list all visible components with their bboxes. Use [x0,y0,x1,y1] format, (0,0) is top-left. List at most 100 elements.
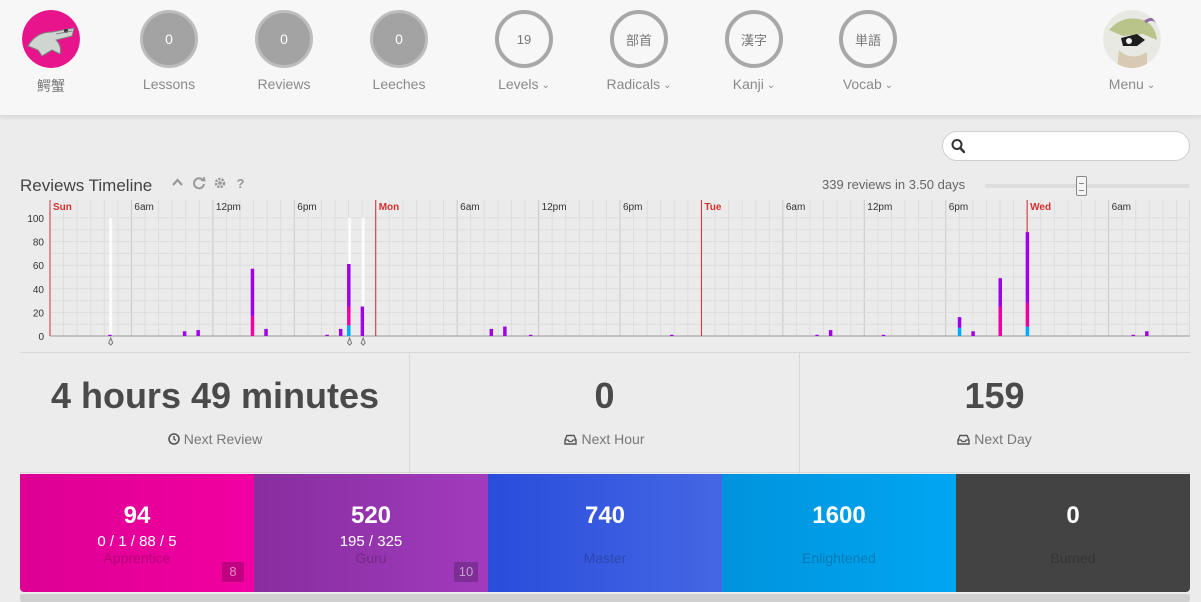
chevron-down-icon: ⌄ [766,80,776,91]
nav-radicals[interactable]: 部首 Radicals ⌄ [589,10,689,92]
levels-dropdown[interactable]: Levels ⌄ [474,76,574,92]
menu-avatar[interactable] [1103,10,1161,68]
review-bar-pink [347,306,351,326]
review-bar-purple [338,328,343,336]
leeches-label[interactable]: Leeches [372,76,426,92]
next-review-caption: Next Review [20,431,410,447]
leeches-count-badge[interactable]: 0 [370,10,428,68]
time-label: 12pm [867,202,892,213]
menu-dropdown[interactable]: Menu ⌄ [1082,76,1182,92]
slider-track[interactable] [985,184,1190,188]
review-bar-purple [264,328,268,336]
kanji-badge[interactable]: 漢字 [725,10,783,68]
review-bar-purple [881,334,886,336]
search-box[interactable] [942,131,1190,161]
clock-icon [167,433,180,445]
srs-master[interactable]: 740 Master [488,474,722,592]
lessons-label[interactable]: Lessons [142,76,196,92]
radicals-dropdown[interactable]: Radicals ⌄ [589,76,689,92]
y-tick-label: 100 [27,214,44,225]
master-count: 740 [584,502,626,529]
time-label: 6pm [623,202,642,213]
reviews-label[interactable]: Reviews [257,76,311,92]
chevron-down-icon: ⌄ [1146,80,1156,91]
next-review-label: Next Review [183,431,263,447]
chevron-down-icon: ⌄ [541,80,550,91]
apprentice-count: 94 [123,502,151,529]
timeline-title: Reviews Timeline [20,176,153,195]
review-bar-blue [957,327,962,336]
slider-handle[interactable] [1076,176,1087,196]
collapse-icon[interactable] [170,176,185,193]
review-bar-blue [347,325,351,336]
radicals-badge[interactable]: 部首 [610,10,668,68]
time-label: 12pm [542,202,567,213]
reviews-count-badge[interactable]: 0 [255,10,313,68]
top-navigation: 鰐蟹 0 Lessons 0 Reviews 0 Leeches 19 Leve… [0,0,1201,116]
vocab-badge[interactable]: 単語 [839,10,897,68]
srs-guru[interactable]: 520 195 / 325 Guru 10 [254,474,488,592]
radicals-label: Radicals [606,76,661,92]
day-label: Tue [704,202,721,213]
y-tick-label: 60 [33,261,45,272]
time-marker-handle [346,336,353,346]
guru-count: 520 [350,502,392,529]
y-tick-label: 0 [38,332,44,343]
master-label: Master [583,550,627,566]
search-input[interactable] [971,136,1181,156]
next-hour-caption: Next Hour [410,431,799,447]
next-panel-edge [20,594,1190,602]
y-tick-label: 40 [33,285,45,296]
review-bar-pink [998,306,1002,336]
kanji-dropdown[interactable]: Kanji ⌄ [704,76,804,92]
y-tick-label: 20 [33,308,45,319]
review-bar-purple [360,306,365,336]
time-marker-handle [360,336,366,346]
guru-badge: 10 [454,562,478,582]
enlightened-label: Enlightened [802,550,876,566]
time-label: 6pm [297,202,316,213]
timeline-range-slider[interactable] [985,175,1190,197]
nav-vocab[interactable]: 単語 Vocab ⌄ [818,10,918,92]
time-label: 6am [1112,202,1131,213]
chevron-down-icon: ⌄ [884,80,894,91]
nav-reviews[interactable]: 0 Reviews [234,10,334,92]
gear-icon[interactable] [212,176,227,193]
user-profile[interactable]: 鰐蟹 [1,10,101,96]
review-bar-purple [250,268,255,316]
review-bar-purple [670,334,674,336]
time-label: 6am [460,202,479,213]
nav-levels[interactable]: 19 Levels ⌄ [474,10,574,92]
timeline-summary: 339 reviews in 3.50 days [822,177,966,192]
guru-label: Guru [355,550,387,566]
day-label: Mon [379,202,400,213]
help-icon[interactable]: ? [236,176,245,191]
review-bar-purple [347,264,351,307]
review-bar-purple [108,334,112,336]
review-bar-blue [1025,326,1030,336]
nav-menu[interactable]: Menu ⌄ [1082,10,1182,92]
username[interactable]: 鰐蟹 [37,78,65,94]
time-label: 12pm [216,202,241,213]
nav-kanji[interactable]: 漢字 Kanji ⌄ [704,10,804,92]
refresh-icon[interactable] [191,176,206,193]
review-bar-purple [528,334,533,336]
srs-enlightened[interactable]: 1600 Enlightened [722,474,956,592]
inbox-icon [957,434,970,445]
level-badge[interactable]: 19 [495,10,553,68]
apprentice-breakdown: 0 / 1 / 88 / 5 [97,533,177,550]
nav-lessons[interactable]: 0 Lessons [119,10,219,92]
nav-leeches[interactable]: 0 Leeches [349,10,449,92]
next-review-value: 4 hours 49 minutes [50,375,380,416]
lessons-count-badge[interactable]: 0 [140,10,198,68]
vocab-dropdown[interactable]: Vocab ⌄ [818,76,918,92]
time-marker-handle [108,336,114,346]
review-bar-purple [957,317,962,328]
srs-burned[interactable]: 0 Burned [956,474,1190,592]
review-bar-purple [971,331,975,336]
srs-progress: 94 0 / 1 / 88 / 5 Apprentice 8 520 195 /… [20,474,1190,592]
srs-apprentice[interactable]: 94 0 / 1 / 88 / 5 Apprentice 8 [20,474,254,592]
apprentice-badge: 8 [222,562,244,582]
next-day-caption: Next Day [800,431,1189,447]
user-avatar[interactable] [22,10,80,68]
